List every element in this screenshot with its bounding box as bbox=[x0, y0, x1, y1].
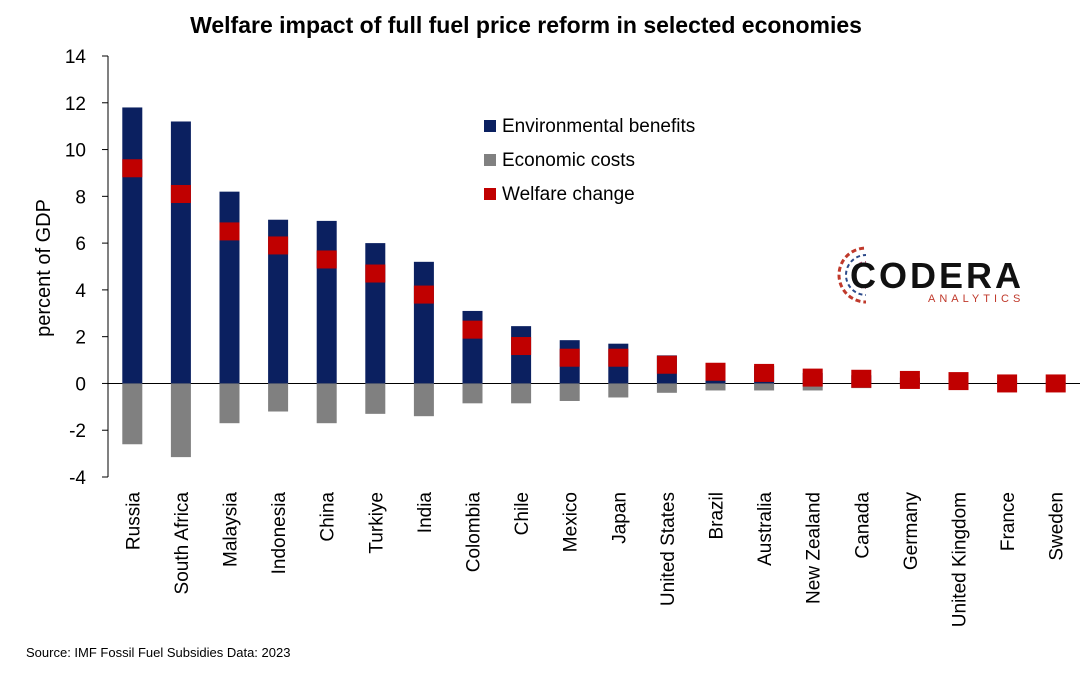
marker-welfare-change bbox=[122, 159, 143, 178]
category-label: Brazil bbox=[707, 492, 728, 540]
category-label: Indonesia bbox=[269, 492, 290, 575]
marker-welfare-change bbox=[997, 374, 1018, 393]
bar-environmental-benefits bbox=[316, 220, 337, 384]
logo-mark-icon bbox=[837, 246, 898, 304]
legend-label-economic: Economic costs bbox=[502, 150, 635, 171]
y-tick-label: 2 bbox=[75, 328, 86, 349]
bar-economic-costs bbox=[802, 383, 823, 391]
category-label: Russia bbox=[123, 492, 144, 551]
bar-environmental-benefits bbox=[219, 191, 240, 384]
marker-welfare-change bbox=[656, 355, 677, 374]
marker-welfare-change bbox=[608, 348, 629, 367]
category-label: France bbox=[998, 492, 1019, 551]
legend-swatch-welfare bbox=[484, 188, 496, 200]
category-label: Canada bbox=[852, 492, 873, 559]
category-label: Malaysia bbox=[221, 492, 242, 567]
bar-economic-costs bbox=[365, 383, 386, 414]
bar-economic-costs bbox=[511, 383, 532, 404]
marker-welfare-change bbox=[559, 348, 580, 367]
category-label: United States bbox=[658, 492, 679, 606]
y-tick-label: 12 bbox=[65, 94, 86, 115]
y-tick-label: 4 bbox=[75, 281, 86, 302]
marker-welfare-change bbox=[413, 285, 434, 304]
y-tick-label: 8 bbox=[75, 187, 86, 208]
bar-environmental-benefits bbox=[268, 219, 289, 384]
bar-environmental-benefits bbox=[365, 243, 386, 384]
marker-welfare-change bbox=[170, 184, 191, 203]
bar-economic-costs bbox=[219, 383, 240, 424]
category-label: Australia bbox=[755, 492, 776, 566]
logo-name: CODERA bbox=[850, 255, 1024, 296]
marker-welfare-change bbox=[316, 250, 337, 269]
marker-welfare-change bbox=[268, 236, 289, 255]
marker-welfare-change bbox=[511, 337, 532, 356]
bar-economic-costs bbox=[608, 383, 629, 398]
category-labels: Russia South Africa Malaysia Indonesia China… bbox=[123, 492, 1067, 628]
y-tick-label: 0 bbox=[75, 374, 86, 395]
logo-subtitle: ANALYTICS bbox=[928, 293, 1024, 305]
marker-welfare-change bbox=[462, 320, 483, 339]
category-label: Colombia bbox=[464, 492, 485, 573]
y-tick-label: 6 bbox=[75, 234, 86, 255]
bar-economic-costs bbox=[462, 383, 483, 404]
y-ticks: -4 -2 0 2 4 6 8 10 12 14 bbox=[65, 47, 108, 489]
chart-title: Welfare impact of full fuel price reform… bbox=[190, 12, 862, 38]
bar-economic-costs bbox=[316, 383, 337, 424]
category-label: Japan bbox=[609, 492, 630, 544]
category-label: United Kingdom bbox=[950, 492, 971, 627]
bar-environmental-benefits bbox=[170, 121, 191, 384]
bar-environmental-benefits bbox=[122, 107, 143, 384]
legend-label-welfare: Welfare change bbox=[502, 184, 635, 205]
marker-welfare-change bbox=[1045, 374, 1066, 393]
category-label: South Africa bbox=[172, 492, 193, 595]
category-label: New Zealand bbox=[804, 492, 825, 604]
marker-welfare-change bbox=[365, 264, 386, 283]
category-label: India bbox=[415, 492, 436, 534]
legend: Environmental benefits Economic costs We… bbox=[484, 116, 695, 205]
marker-welfare-change bbox=[899, 370, 920, 389]
legend-swatch-environmental bbox=[484, 120, 496, 132]
category-label: Chile bbox=[512, 492, 533, 535]
welfare-markers bbox=[122, 159, 1066, 393]
category-label: Germany bbox=[901, 492, 922, 571]
bar-environmental-benefits bbox=[413, 261, 434, 384]
bar-economic-costs bbox=[268, 383, 289, 412]
source-note: Source: IMF Fossil Fuel Subsidies Data: … bbox=[26, 645, 291, 660]
bar-economic-costs bbox=[122, 383, 143, 445]
bar-economic-costs bbox=[170, 383, 191, 458]
y-tick-label: 10 bbox=[65, 141, 86, 162]
marker-welfare-change bbox=[219, 222, 240, 241]
bar-economic-costs bbox=[656, 383, 677, 393]
codera-logo: CODERA ANALYTICS bbox=[837, 246, 1024, 305]
marker-welfare-change bbox=[705, 362, 726, 381]
category-label: Mexico bbox=[561, 492, 582, 552]
y-axis-label: percent of GDP bbox=[33, 199, 55, 337]
marker-welfare-change bbox=[754, 363, 775, 382]
y-tick-label: -2 bbox=[69, 421, 86, 442]
marker-welfare-change bbox=[948, 372, 969, 391]
y-tick-label: -4 bbox=[69, 468, 86, 489]
marker-welfare-change bbox=[802, 368, 823, 387]
legend-swatch-economic bbox=[484, 154, 496, 166]
category-label: Sweden bbox=[1047, 492, 1068, 561]
category-label: Turkiye bbox=[366, 492, 387, 554]
bar-economic-costs bbox=[559, 383, 580, 401]
bar-economic-costs bbox=[705, 383, 726, 391]
category-label: China bbox=[318, 492, 339, 542]
legend-label-environmental: Environmental benefits bbox=[502, 116, 695, 137]
y-tick-label: 14 bbox=[65, 47, 87, 68]
bar-economic-costs bbox=[413, 383, 434, 417]
marker-welfare-change bbox=[851, 369, 872, 388]
bar-economic-costs bbox=[754, 383, 775, 391]
